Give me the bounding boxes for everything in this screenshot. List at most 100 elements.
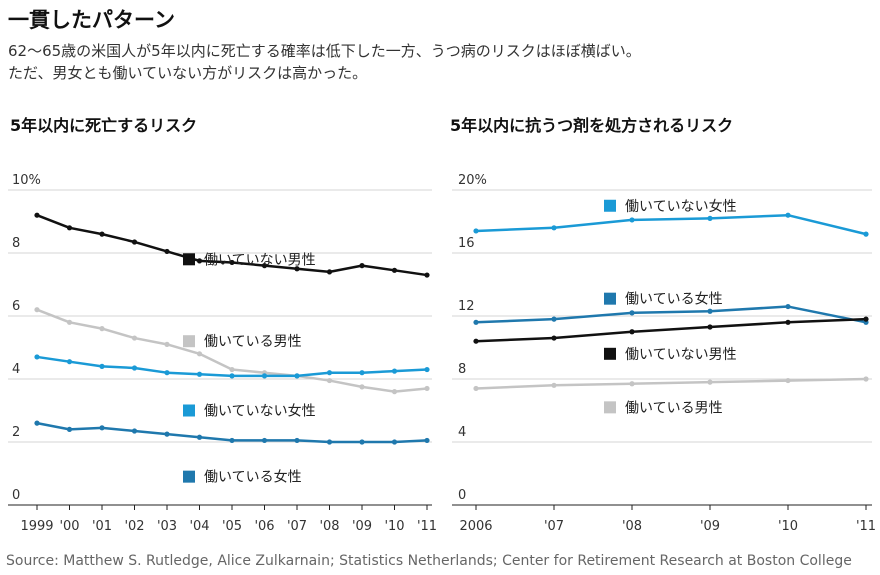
data-point-working-women <box>164 431 170 437</box>
data-point-working-men <box>707 379 713 385</box>
y-tick-label: 16 <box>458 236 475 251</box>
data-point-not-working-women <box>99 363 105 369</box>
data-point-working-women <box>391 439 398 445</box>
data-point-working-women <box>131 428 138 434</box>
legend-swatch-not-working-men <box>183 253 195 266</box>
data-point-working-men <box>629 381 635 387</box>
series-line-not-working-women <box>475 213 867 236</box>
panel-title-mortality: 5年以内に死亡するリスク <box>10 116 197 135</box>
chart-title: 一貫したパターン <box>8 8 175 32</box>
data-point-not-working-women <box>785 212 791 218</box>
data-point-not-working-women <box>131 365 138 371</box>
data-point-working-women <box>196 434 203 440</box>
data-point-not-working-women <box>294 373 300 379</box>
y-tick-label: 12 <box>458 299 475 314</box>
data-point-not-working-men <box>164 248 170 255</box>
data-point-not-working-men <box>473 338 479 344</box>
data-point-not-working-men <box>326 269 333 275</box>
data-point-not-working-women <box>34 354 40 360</box>
legend-swatch-working-men <box>604 401 616 414</box>
y-tick-label: 4 <box>458 425 466 440</box>
x-tick-label: '05 <box>222 519 242 534</box>
data-point-not-working-women <box>66 359 73 365</box>
data-point-not-working-men <box>294 266 300 272</box>
x-tick-label: '10 <box>384 519 404 534</box>
x-tick-label: 1999 <box>20 519 53 534</box>
y-tick-label: 8 <box>12 236 20 251</box>
data-point-not-working-men <box>34 212 40 218</box>
legend-label-not-working-women: 働いていない女性 <box>204 403 316 420</box>
legend-label-working-men: 働いている男性 <box>204 334 302 350</box>
data-point-working-women <box>229 437 235 444</box>
y-tick-label: 0 <box>12 488 20 503</box>
data-point-working-men <box>99 326 105 332</box>
data-point-working-women <box>707 308 713 314</box>
data-point-working-women <box>294 437 300 444</box>
series-line-not-working-women <box>36 355 428 378</box>
data-point-working-men <box>424 385 430 392</box>
x-tick-label: 2006 <box>459 519 492 534</box>
data-point-not-working-women <box>359 370 365 376</box>
series-line-not-working-men <box>475 317 867 343</box>
legend-swatch-not-working-women <box>183 404 195 417</box>
data-point-working-women <box>359 439 365 445</box>
data-point-not-working-women <box>473 228 479 234</box>
data-point-working-women <box>99 425 105 431</box>
data-point-working-women <box>326 439 333 445</box>
legend-label-working-women: 働いている女性 <box>204 469 302 486</box>
x-tick-label: '09 <box>352 519 372 534</box>
data-point-not-working-men <box>359 263 365 269</box>
y-tick-label: 20% <box>458 173 487 188</box>
y-tick-label: 8 <box>458 362 466 377</box>
legend-label-working-women: 働いている女性 <box>625 291 723 308</box>
data-point-working-men <box>863 376 869 382</box>
data-point-not-working-men <box>863 316 869 322</box>
x-tick-label: '11 <box>856 519 876 534</box>
panel-title-antidepressant: 5年以内に抗うつ剤を処方されるリスク <box>450 116 733 135</box>
legend-label-not-working-women: 働いていない女性 <box>625 198 737 215</box>
legend-label-not-working-men: 働いていない男性 <box>625 347 737 363</box>
data-point-working-women <box>66 426 73 432</box>
data-point-working-men <box>391 389 398 395</box>
antidepressant-risk-panel: 5年以内に抗うつ剤を処方されるリスク 0 4 8 12 16 20% 2006 '07 '08 '… <box>450 116 876 534</box>
x-tick-label: '00 <box>59 519 79 534</box>
legend-swatch-working-men <box>183 335 195 348</box>
data-point-working-women <box>785 303 791 310</box>
legend-swatch-working-women <box>183 470 195 483</box>
data-point-working-women <box>34 420 40 426</box>
data-point-working-men <box>785 377 791 384</box>
y-tick-label: 10% <box>12 173 41 188</box>
data-point-not-working-men <box>391 267 398 273</box>
data-point-working-men <box>326 377 333 384</box>
data-point-not-working-men <box>196 258 203 264</box>
data-point-not-working-women <box>424 366 430 373</box>
x-tick-label: '02 <box>124 519 144 534</box>
data-point-not-working-men <box>551 335 557 341</box>
legend-swatch-not-working-women <box>604 199 616 212</box>
data-point-working-men <box>66 319 73 325</box>
data-point-working-men <box>164 341 170 347</box>
x-tick-label: '04 <box>189 519 209 534</box>
x-tick-label: '09 <box>700 519 720 534</box>
data-point-not-working-men <box>99 231 105 237</box>
legend-label-working-men: 働いている男性 <box>625 400 723 416</box>
series-line-working-women <box>475 305 867 324</box>
data-point-not-working-women <box>261 373 268 379</box>
subtitle-line-1: 62～65歳の米国人が5年以内に死亡する確率は低下した一方、うつ病のリスクはほぼ… <box>8 42 641 60</box>
y-tick-label: 2 <box>12 425 20 440</box>
x-tick-label: '07 <box>287 519 307 534</box>
y-tick-label: 4 <box>12 362 20 377</box>
data-point-not-working-women <box>164 370 170 376</box>
data-point-not-working-women <box>629 217 635 223</box>
source-note: Source: Matthew S. Rutledge, Alice Zulka… <box>6 553 852 569</box>
series-line-working-men <box>475 377 867 390</box>
x-tick-label: '08 <box>622 519 642 534</box>
legend-swatch-working-women <box>604 292 616 305</box>
data-point-not-working-men <box>261 263 268 269</box>
data-point-not-working-women <box>551 225 557 231</box>
x-tick-label: '06 <box>254 519 274 534</box>
x-tick-label: '10 <box>778 519 798 534</box>
data-point-working-men <box>131 335 138 341</box>
data-point-not-working-women <box>707 215 713 221</box>
data-point-not-working-women <box>326 370 333 376</box>
